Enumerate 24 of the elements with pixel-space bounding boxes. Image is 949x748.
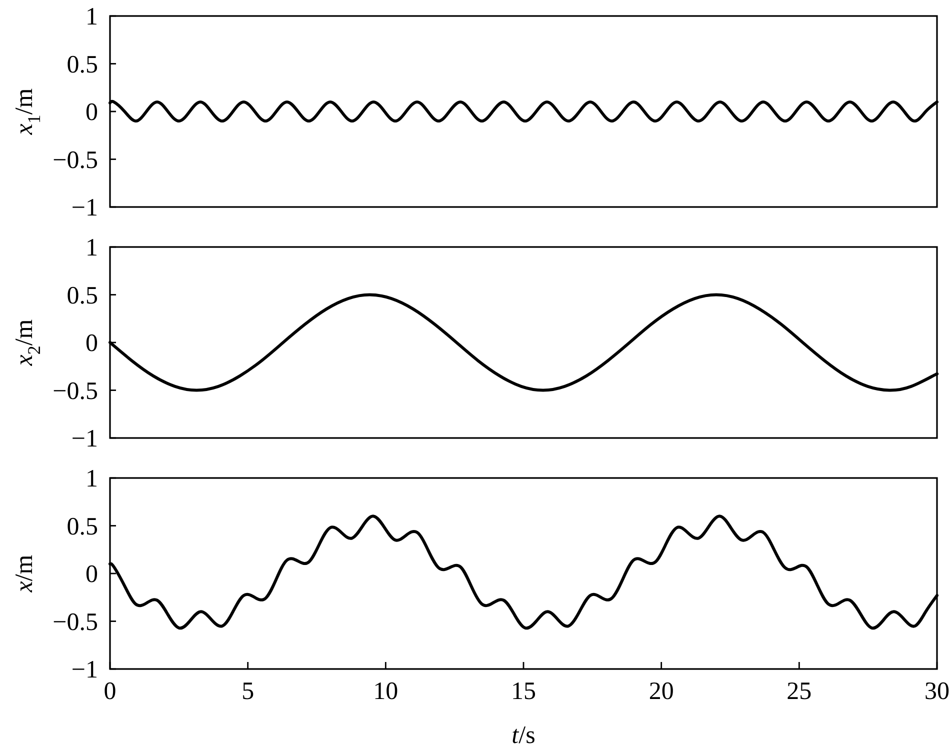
y-tick-label: 1 xyxy=(86,4,98,30)
x-tick-label: 20 xyxy=(648,678,674,705)
x-tick-label: 30 xyxy=(924,678,949,705)
y-tick-label: 0 xyxy=(86,330,98,357)
x-tick-label: 15 xyxy=(511,678,536,705)
x-tick-label: 5 xyxy=(242,678,254,705)
x-tick-label: 10 xyxy=(373,678,398,705)
y-tick-label: 0.5 xyxy=(66,513,98,540)
y-tick-label: 1 xyxy=(86,466,98,492)
y-tick-label: −1 xyxy=(71,426,98,452)
y-tick-label: −0.5 xyxy=(52,146,98,174)
y-tick-label: −1 xyxy=(71,194,98,222)
y-tick-label: 0 xyxy=(86,99,98,126)
y-axis-title: x/m xyxy=(10,554,38,594)
y-tick-label: 0.5 xyxy=(66,282,98,310)
y-tick-label: 1 xyxy=(86,234,98,262)
y-tick-label: −1 xyxy=(71,656,98,684)
y-tick-label: −0.5 xyxy=(52,608,98,636)
y-tick-label: −0.5 xyxy=(52,378,98,405)
x-axis-title: t/s xyxy=(512,722,536,748)
x-tick-label: 25 xyxy=(786,678,812,705)
y-tick-label: 0.5 xyxy=(66,51,98,78)
x-tick-label: 0 xyxy=(104,678,116,705)
y-tick-label: 0 xyxy=(86,561,98,588)
